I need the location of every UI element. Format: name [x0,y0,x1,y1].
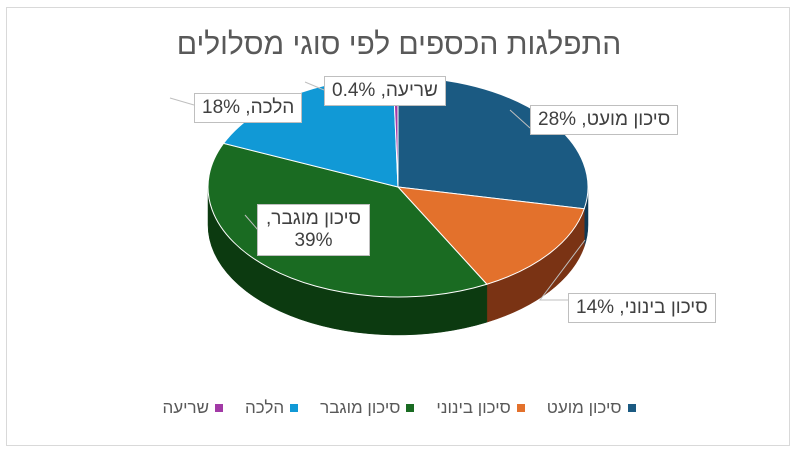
legend: סיכון מועט סיכון בינוני סיכון מוגבר הלכה… [0,398,798,418]
legend-label: סיכון בינוני [436,398,511,417]
legend-item-sharia: שריעה [162,398,224,418]
leader-line [169,97,195,106]
leader-line [509,109,531,129]
data-label-high-risk: סיכון מוגבר, 39% [257,204,370,256]
leader-line [539,239,586,301]
legend-item-halacha: הלכה [245,398,299,418]
legend-item-low-risk: סיכון מועט [547,398,636,418]
legend-swatch [406,404,415,412]
legend-label: הלכה [245,398,285,417]
leader-line [304,81,325,91]
data-label-sharia: שריעה, 0.4% [324,76,446,106]
chart-title: התפלגות הכספים לפי סוגי מסלולים [176,28,622,61]
legend-swatch [516,404,525,412]
legend-swatch [215,404,224,412]
legend-swatch [290,404,299,412]
pie-slice [396,186,585,285]
legend-item-medium-risk: סיכון בינוני [436,398,525,418]
legend-swatch [627,404,636,412]
leader-line [244,214,259,231]
legend-label: סיכון מועט [546,398,622,417]
data-label-halacha: הלכה, 18% [194,93,303,123]
legend-item-high-risk: סיכון מוגבר [320,398,415,418]
data-label-medium-risk: סיכון בינוני, 14% [568,293,716,323]
legend-label: סיכון מוגבר [320,398,401,417]
data-label-low-risk: סיכון מועט, 28% [530,105,679,135]
legend-label: שריעה [162,398,210,417]
